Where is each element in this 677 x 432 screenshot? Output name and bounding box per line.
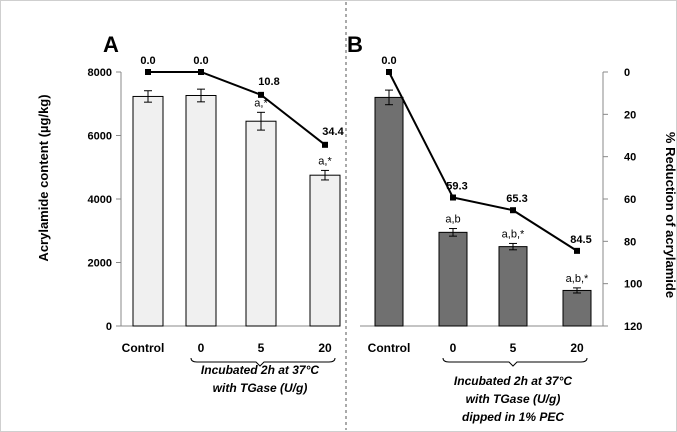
bar-b-3 bbox=[562, 289, 592, 327]
treatment-bracket bbox=[190, 357, 336, 367]
bar-b-2 bbox=[498, 246, 528, 327]
category-label: Control bbox=[368, 341, 411, 355]
category-label: 5 bbox=[258, 341, 265, 355]
reduction-lines-layer bbox=[145, 69, 588, 367]
bar-b-0 bbox=[374, 96, 404, 327]
reduction-label: 59.3 bbox=[446, 181, 467, 193]
significance-label: a,b,* bbox=[502, 228, 525, 240]
y-tick-label: 0 bbox=[106, 321, 112, 333]
reduction-label: 0.0 bbox=[140, 55, 155, 67]
category-label: 5 bbox=[510, 341, 517, 355]
y2-tick-label: 120 bbox=[624, 321, 642, 333]
panel-b-title: B bbox=[347, 32, 363, 57]
y2-tick-label: 60 bbox=[624, 194, 636, 206]
bar-a-1 bbox=[185, 94, 217, 327]
reduction-label: 0.0 bbox=[193, 55, 208, 67]
category-label: 0 bbox=[450, 341, 457, 355]
bars-layer bbox=[132, 88, 592, 327]
significance-label: a,* bbox=[254, 97, 268, 109]
y2-tick-label: 80 bbox=[624, 236, 636, 248]
y-tick-label: 8000 bbox=[88, 67, 112, 79]
reduction-line-b bbox=[388, 71, 578, 252]
treatment-annotation: with TGase (U/g) bbox=[213, 381, 308, 395]
treatment-annotation: dipped in 1% PEC bbox=[462, 410, 564, 424]
bar-a-3 bbox=[309, 174, 341, 327]
significance-label: a,* bbox=[318, 155, 332, 167]
reduction-label: 34.4 bbox=[322, 126, 344, 138]
y2-tick-label: 0 bbox=[624, 67, 630, 79]
treatment-bracket bbox=[442, 357, 588, 367]
y-tick-label: 2000 bbox=[88, 258, 112, 270]
bar-a-2 bbox=[245, 120, 277, 327]
reduction-label: 84.5 bbox=[570, 234, 591, 246]
panel-a-title: A bbox=[103, 32, 119, 57]
reduction-label: 10.8 bbox=[258, 76, 279, 88]
y-tick-label: 6000 bbox=[88, 131, 112, 143]
y2-tick-label: 100 bbox=[624, 279, 642, 291]
treatment-annotation: with TGase (U/g) bbox=[466, 392, 561, 406]
y-tick-label: 4000 bbox=[88, 194, 112, 206]
significance-label: a,b,* bbox=[566, 273, 589, 285]
reduction-label: 0.0 bbox=[381, 55, 396, 67]
y2-axis-title: % Reduction of acrylamide bbox=[663, 132, 677, 298]
category-label: Control bbox=[122, 341, 165, 355]
treatment-annotation: Incubated 2h at 37°C bbox=[201, 363, 319, 377]
bar-b-1 bbox=[438, 231, 468, 327]
category-label: 20 bbox=[318, 341, 332, 355]
y2-tick-label: 20 bbox=[624, 109, 636, 121]
reduction-line-a bbox=[148, 71, 326, 146]
treatment-annotation: Incubated 2h at 37°C bbox=[454, 374, 572, 388]
y-axis-title: Acrylamide content (µg/kg) bbox=[36, 94, 51, 261]
category-label: 20 bbox=[570, 341, 584, 355]
bar-a-0 bbox=[132, 95, 164, 327]
reduction-label: 65.3 bbox=[506, 193, 527, 205]
category-label: 0 bbox=[198, 341, 205, 355]
significance-label: a,b bbox=[445, 214, 460, 226]
y2-tick-label: 40 bbox=[624, 152, 636, 164]
